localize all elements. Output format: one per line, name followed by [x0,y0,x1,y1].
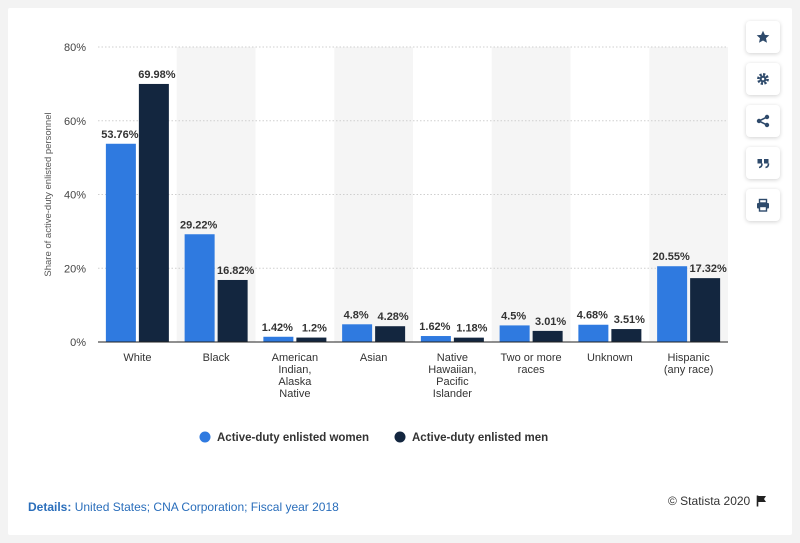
favorite-button[interactable] [746,21,780,53]
x-tick-label-line: Native [437,352,468,364]
x-tick-label: Two or more races [501,352,562,376]
details-note: Details: United States; CNA Corporation;… [28,500,339,514]
category-band [491,47,571,342]
x-tick-label: Unknown [587,352,633,364]
data-label-women: 4.68% [577,310,608,322]
bar-women [420,336,451,342]
data-label-men: 3.01% [535,316,566,328]
data-label-women: 1.42% [262,322,293,334]
share-button[interactable] [746,105,780,137]
x-tick-label-line: Indian, [278,364,311,376]
bar-men [296,337,327,342]
x-tick-label-line: races [518,364,545,376]
data-label-men: 16.82% [217,265,255,277]
data-label-men: 1.2% [302,323,327,335]
x-tick-label: Asian [360,352,388,364]
copyright-note: © Statista 2020 [668,494,767,508]
data-label-women: 1.62% [419,321,450,333]
print-button[interactable] [746,189,780,221]
bar-men [375,326,406,342]
bar-men [690,278,721,342]
data-label-women: 4.5% [501,310,526,322]
x-tick-label-line: American [272,352,318,364]
print-icon [757,198,769,212]
data-label-men: 3.51% [614,314,645,326]
legend-marker [199,431,211,443]
y-tick-label: 0% [70,337,86,349]
details-text: United States; CNA Corporation; Fiscal y… [74,500,339,514]
cite-button[interactable] [746,147,780,179]
data-label-women: 20.55% [652,251,690,263]
share-icon [756,114,770,128]
star-icon [756,30,770,43]
bar-men [611,329,642,342]
bar-women [578,324,609,342]
category-band [334,47,413,342]
bar-men [217,279,248,342]
legend-marker [394,431,406,443]
x-tick-label-line: Two or more [501,352,562,364]
bar-men [532,330,563,342]
y-tick-label: 60% [64,116,86,128]
legend-label[interactable]: Active-duty enlisted women [217,432,369,444]
copyright-link[interactable]: © Statista 2020 [668,494,751,508]
bar-men [138,83,169,342]
x-tick-label: American Indian, Alaska Native [272,352,318,400]
x-tick-label: Hispanic (any race) [664,352,714,376]
y-tick-label: 20% [64,263,86,275]
x-tick-label-line: (any race) [664,364,714,376]
y-axis-title: Share of active-duty enlisted personnel [43,112,54,276]
bar-women [657,266,688,342]
bar-women [263,336,294,342]
bar-women [184,234,215,342]
x-tick-label-line: Native [279,388,310,400]
flag-icon[interactable] [756,495,767,507]
data-label-men: 4.28% [378,311,409,323]
x-tick-label-line: White [123,352,151,364]
data-label-men: 17.32% [689,263,727,275]
x-tick-label-line: Hawaiian, [428,364,476,376]
x-tick-label-line: Black [203,352,230,364]
quote-icon [757,159,770,169]
settings-button[interactable] [746,63,780,95]
gear-icon [757,73,769,85]
x-tick-label: White [123,352,151,364]
x-tick-label-line: Hispanic [668,352,711,364]
bar-men [453,337,484,342]
x-tick-label-line: Pacific [436,376,469,388]
bar-women [105,143,136,342]
data-label-men: 69.98% [138,69,176,81]
data-label-women: 29.22% [180,219,218,231]
bar-women [499,325,530,342]
x-tick-label-line: Unknown [587,352,633,364]
x-tick-label-line: Islander [433,388,472,400]
legend-label[interactable]: Active-duty enlisted men [412,432,548,444]
bar-women [342,324,373,342]
x-tick-label-line: Alaska [278,376,312,388]
details-label: Details: [28,500,72,514]
x-tick-label: Native Hawaiian, Pacific Islander [428,352,476,400]
y-tick-label: 80% [64,42,86,54]
y-tick-label: 40% [64,190,86,202]
data-label-women: 53.76% [101,129,139,141]
data-label-men: 1.18% [456,323,487,335]
x-tick-label: Black [203,352,230,364]
data-label-women: 4.8% [344,309,369,321]
x-tick-label-line: Asian [360,352,388,364]
